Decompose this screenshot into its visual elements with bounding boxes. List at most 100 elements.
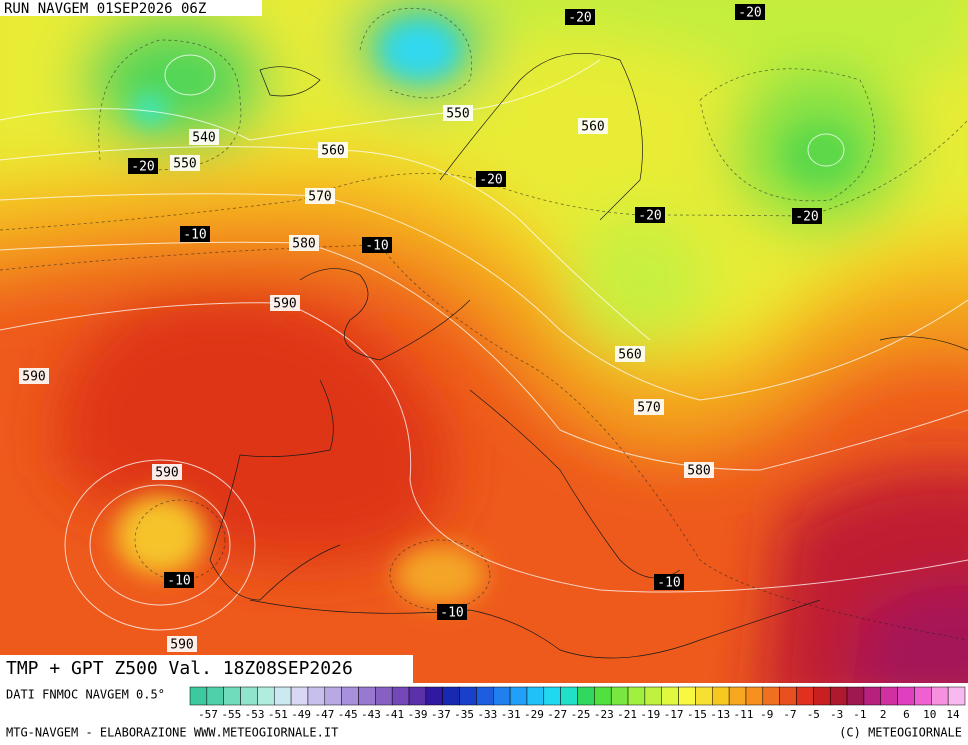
scale-swatch	[813, 686, 831, 706]
tmp-label-box	[437, 604, 467, 620]
tmp-label: -10	[440, 606, 463, 621]
tmp-label: -20	[568, 11, 591, 26]
scale-label: -49	[291, 708, 311, 721]
gpt-label: 590	[22, 370, 45, 385]
gpt-label-box	[19, 368, 49, 384]
title-box	[0, 655, 413, 683]
scale-swatch	[712, 686, 730, 706]
scale-label: -27	[547, 708, 567, 721]
tmp-label: -20	[638, 209, 661, 224]
gpt-label-box	[289, 235, 319, 251]
tmp-label: -20	[738, 6, 761, 21]
scale-label: -11	[734, 708, 754, 721]
scale-label: -5	[807, 708, 820, 721]
color-scale: -57 -55 -53 -51 -49 -47 -45 -43 -41 -39 -37 -35 -33-…	[189, 686, 966, 721]
scale-label: -41	[384, 708, 404, 721]
gpt-label: 540	[192, 131, 215, 146]
tmp-label-box	[128, 158, 158, 174]
scale-label: -47	[314, 708, 334, 721]
scale-swatch	[695, 686, 713, 706]
gpt-label: 590	[155, 466, 178, 481]
scale-label: -37	[431, 708, 451, 721]
run-label: RUN NAVGEM 01SEP2026 06Z	[4, 1, 206, 17]
gpt-label-box	[170, 155, 200, 171]
scale-swatch	[341, 686, 359, 706]
scale-label: 10	[923, 708, 936, 721]
tmp-label: -10	[183, 228, 206, 243]
scale-label: -33	[477, 708, 497, 721]
gpt-contours	[0, 54, 968, 631]
scale-swatch	[509, 686, 528, 706]
gpt-label-box	[152, 464, 182, 480]
scale-swatch	[206, 686, 224, 706]
gpt-label: 590	[273, 297, 296, 312]
scale-swatch	[897, 686, 915, 706]
scale-swatch	[779, 686, 797, 706]
scale-swatch	[678, 686, 696, 706]
scale-swatch	[442, 686, 460, 706]
scale-swatch	[627, 686, 646, 706]
scale-label: -3	[830, 708, 843, 721]
scale-swatch	[560, 686, 578, 706]
scale-swatch	[189, 686, 208, 706]
gpt-label: 560	[321, 144, 344, 159]
scale-swatch	[644, 686, 662, 706]
scale-label: -7	[783, 708, 796, 721]
tmp-label: -10	[167, 574, 190, 589]
scale-label: 6	[903, 708, 910, 721]
scale-swatch	[375, 686, 393, 706]
gpt-label-box	[318, 142, 348, 158]
tmp-label: -20	[479, 173, 502, 188]
gpt-label: 590	[170, 638, 193, 653]
gpt-label-box	[167, 636, 197, 652]
source-label: DATI FNMOC NAVGEM 0.5°	[6, 688, 165, 702]
scale-label: -43	[361, 708, 381, 721]
gpt-label: 580	[292, 237, 315, 252]
gpt-label-box	[443, 105, 473, 121]
gpt-label-box	[615, 346, 645, 362]
scale-label: -35	[454, 708, 474, 721]
tmp-label-box	[654, 574, 684, 590]
gpt-label: 560	[581, 120, 604, 135]
map: 540 550 550 560 560 570 580 590 590 560 570 580 590 5…	[0, 0, 968, 683]
scale-swatch	[796, 686, 814, 706]
credit-label: MTG-NAVGEM - ELABORAZIONE WWW.METEOGIORN…	[6, 726, 338, 740]
scale-label: -17	[664, 708, 684, 721]
scale-swatch	[358, 686, 376, 706]
gpt-label-box	[684, 462, 714, 478]
scale-swatch	[762, 686, 780, 706]
scale-label: -9	[760, 708, 773, 721]
gpt-label: 580	[687, 464, 710, 479]
tmp-label-box	[476, 171, 506, 187]
scale-swatch	[476, 686, 494, 706]
scale-swatch	[577, 686, 595, 706]
tmp-label: -20	[131, 160, 154, 175]
scale-swatch	[661, 686, 679, 706]
scale-swatch	[493, 686, 511, 706]
scale-swatch	[408, 686, 427, 706]
scale-swatch	[273, 686, 292, 706]
tmp-label-box	[735, 4, 765, 20]
copyright-label: (C) METEOGIORNALE	[839, 726, 962, 740]
scale-swatch	[846, 686, 865, 706]
scale-swatch	[307, 686, 326, 706]
scale-swatch	[610, 686, 629, 706]
scale-label: -53	[245, 708, 265, 721]
scale-label: -51	[268, 708, 288, 721]
scale-swatch	[290, 686, 309, 706]
scale-swatch	[594, 686, 612, 706]
scale-swatch	[829, 686, 848, 706]
map-title: TMP + GPT Z500 Val. 18Z08SEP2026	[6, 658, 353, 679]
gpt-label: 560	[618, 348, 641, 363]
scale-swatch	[425, 686, 443, 706]
scale-swatch	[223, 686, 241, 706]
scale-label: -31	[501, 708, 521, 721]
tmp-label-box	[164, 572, 194, 588]
scale-swatch	[745, 686, 764, 706]
scale-label: -15	[687, 708, 707, 721]
gpt-label-box	[270, 295, 300, 311]
gpt-label-box	[305, 188, 335, 204]
gpt-label-box	[634, 399, 664, 415]
scale-swatch	[728, 686, 747, 706]
